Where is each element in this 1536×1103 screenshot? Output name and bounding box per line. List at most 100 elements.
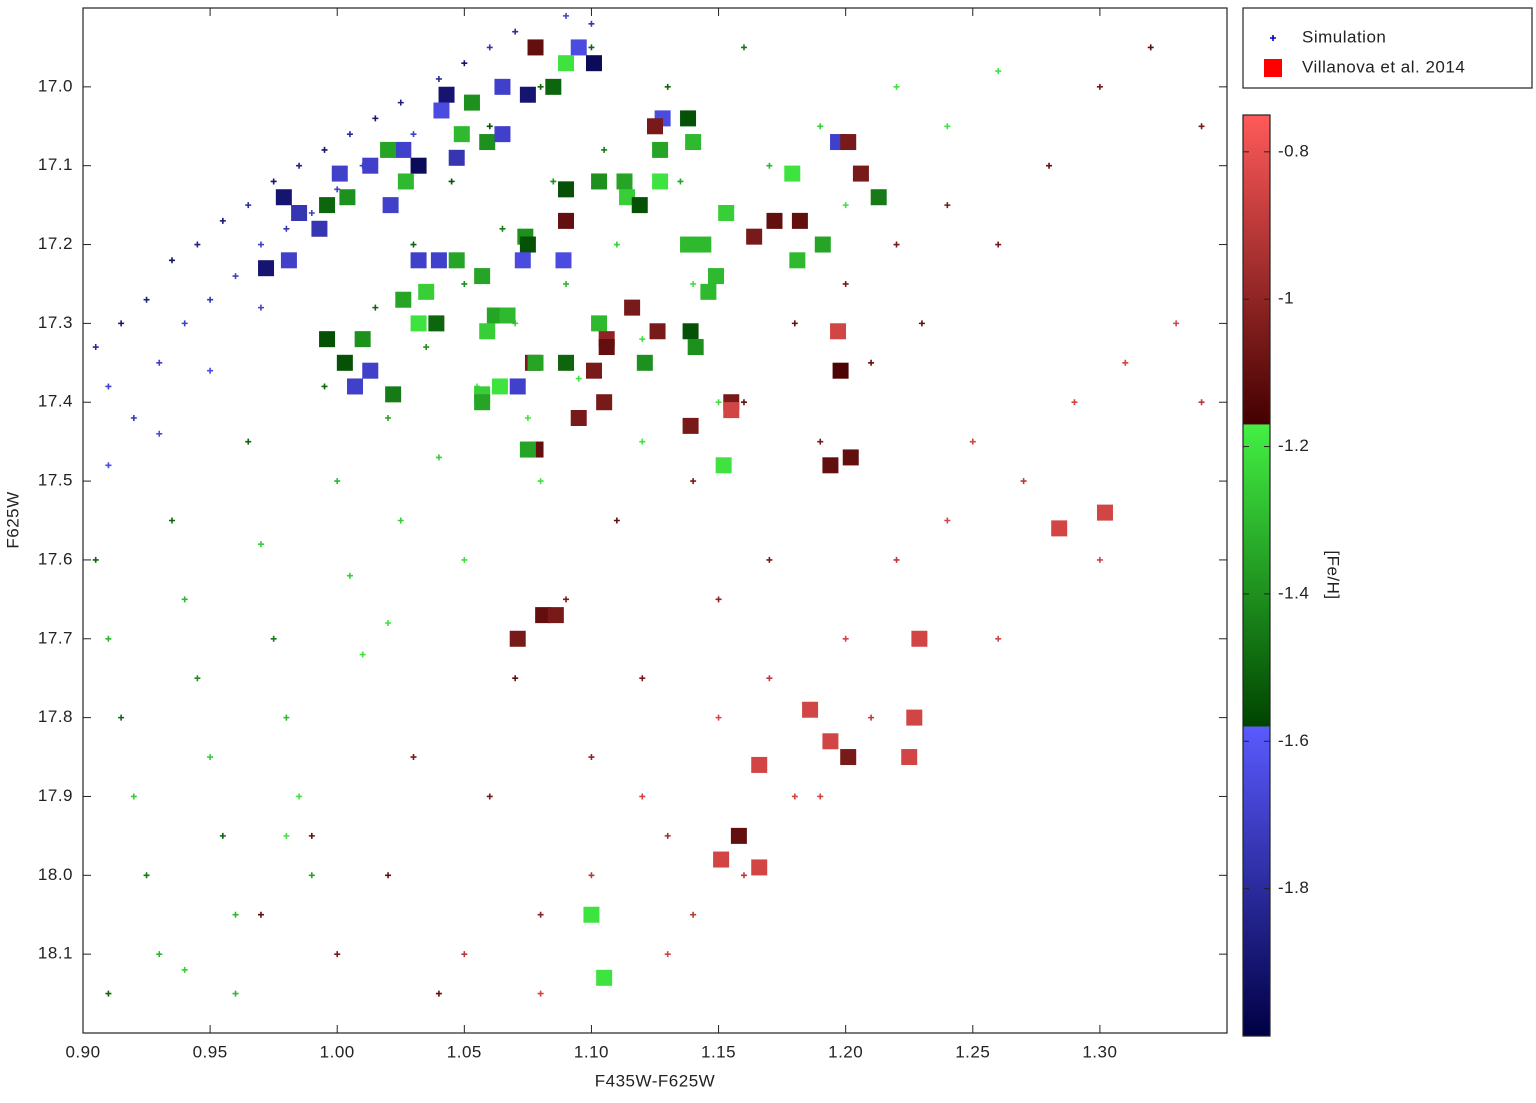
data-point bbox=[766, 675, 773, 682]
data-point bbox=[817, 438, 824, 445]
y-tick-label: 17.5 bbox=[38, 471, 73, 490]
data-point bbox=[588, 872, 595, 879]
data-point bbox=[105, 990, 112, 997]
data-point bbox=[435, 75, 442, 82]
legend-marker bbox=[1264, 59, 1282, 77]
data-square bbox=[280, 252, 297, 269]
data-square bbox=[649, 323, 666, 340]
data-point bbox=[1147, 44, 1154, 51]
data-point bbox=[1173, 320, 1180, 327]
data-point bbox=[156, 430, 163, 437]
colorbar-tick-label: -1.8 bbox=[1278, 878, 1309, 897]
data-point bbox=[410, 754, 417, 761]
data-square bbox=[354, 331, 371, 348]
y-tick-label: 17.7 bbox=[38, 628, 73, 647]
data-point bbox=[410, 241, 417, 248]
data-point bbox=[461, 60, 468, 67]
data-point bbox=[143, 296, 150, 303]
y-tick-label: 17.4 bbox=[38, 392, 73, 411]
data-point bbox=[168, 517, 175, 524]
data-point bbox=[207, 754, 214, 761]
data-square bbox=[331, 165, 348, 182]
data-square bbox=[494, 78, 511, 95]
colorbar-tick-label: -1.4 bbox=[1278, 583, 1309, 602]
x-tick-label: 1.15 bbox=[701, 1042, 736, 1061]
y-tick-label: 18.0 bbox=[38, 865, 73, 884]
data-point bbox=[245, 438, 252, 445]
data-point bbox=[257, 911, 264, 918]
data-square bbox=[1096, 504, 1113, 521]
colorbar-label: [Fe/H] bbox=[1324, 550, 1343, 599]
data-square bbox=[545, 78, 562, 95]
data-square bbox=[852, 165, 869, 182]
y-tick-label: 17.1 bbox=[38, 155, 73, 174]
colorbar-tick-label: -1.2 bbox=[1278, 436, 1309, 455]
data-point bbox=[1122, 359, 1129, 366]
data-square bbox=[631, 197, 648, 214]
data-point bbox=[346, 131, 353, 138]
data-square bbox=[486, 307, 503, 324]
x-tick-label: 0.90 bbox=[65, 1042, 100, 1061]
data-point bbox=[601, 146, 608, 153]
data-point bbox=[448, 178, 455, 185]
data-point bbox=[740, 872, 747, 879]
data-point bbox=[588, 44, 595, 51]
y-tick-label: 17.3 bbox=[38, 313, 73, 332]
data-square bbox=[570, 39, 587, 56]
data-square bbox=[591, 315, 608, 332]
colorbar-segment bbox=[1243, 424, 1270, 727]
data-square bbox=[410, 157, 427, 174]
data-square bbox=[491, 378, 508, 395]
data-point bbox=[1071, 399, 1078, 406]
data-point bbox=[550, 178, 557, 185]
data-square bbox=[585, 55, 602, 72]
data-square bbox=[591, 173, 608, 190]
data-point bbox=[270, 635, 277, 642]
data-square bbox=[494, 126, 511, 143]
data-point bbox=[207, 296, 214, 303]
data-square bbox=[410, 315, 427, 332]
data-square bbox=[784, 165, 801, 182]
data-square bbox=[598, 339, 615, 356]
data-point bbox=[512, 675, 519, 682]
data-square bbox=[509, 630, 526, 647]
data-point bbox=[168, 257, 175, 264]
points-layer bbox=[92, 12, 1205, 997]
y-tick-label: 17.0 bbox=[38, 76, 73, 95]
data-point bbox=[791, 793, 798, 800]
data-square bbox=[385, 386, 402, 403]
x-tick-label: 1.00 bbox=[320, 1042, 355, 1061]
data-point bbox=[664, 832, 671, 839]
x-tick-label: 1.25 bbox=[955, 1042, 990, 1061]
data-square bbox=[479, 134, 496, 151]
data-square bbox=[715, 457, 732, 474]
data-square bbox=[558, 354, 575, 371]
data-point bbox=[397, 99, 404, 106]
data-square bbox=[463, 94, 480, 111]
data-point bbox=[791, 320, 798, 327]
colorbar-tick-label: -1.6 bbox=[1278, 731, 1309, 750]
data-point bbox=[715, 399, 722, 406]
x-tick-label: 1.10 bbox=[574, 1042, 609, 1061]
data-point bbox=[1096, 556, 1103, 563]
data-point bbox=[232, 273, 239, 280]
data-point bbox=[1096, 83, 1103, 90]
colorbar-tick-label: -1 bbox=[1278, 289, 1294, 308]
data-square bbox=[789, 252, 806, 269]
data-point bbox=[257, 304, 264, 311]
legend-marker bbox=[1270, 35, 1276, 41]
data-point bbox=[817, 793, 824, 800]
data-square bbox=[832, 362, 849, 379]
data-point bbox=[372, 304, 379, 311]
data-point bbox=[1198, 123, 1205, 130]
data-square bbox=[362, 157, 379, 174]
data-point bbox=[270, 178, 277, 185]
data-square bbox=[685, 134, 702, 151]
data-square bbox=[418, 283, 435, 300]
data-point bbox=[1046, 162, 1053, 169]
data-square bbox=[746, 228, 763, 245]
data-point bbox=[283, 832, 290, 839]
data-point bbox=[372, 115, 379, 122]
data-point bbox=[105, 462, 112, 469]
